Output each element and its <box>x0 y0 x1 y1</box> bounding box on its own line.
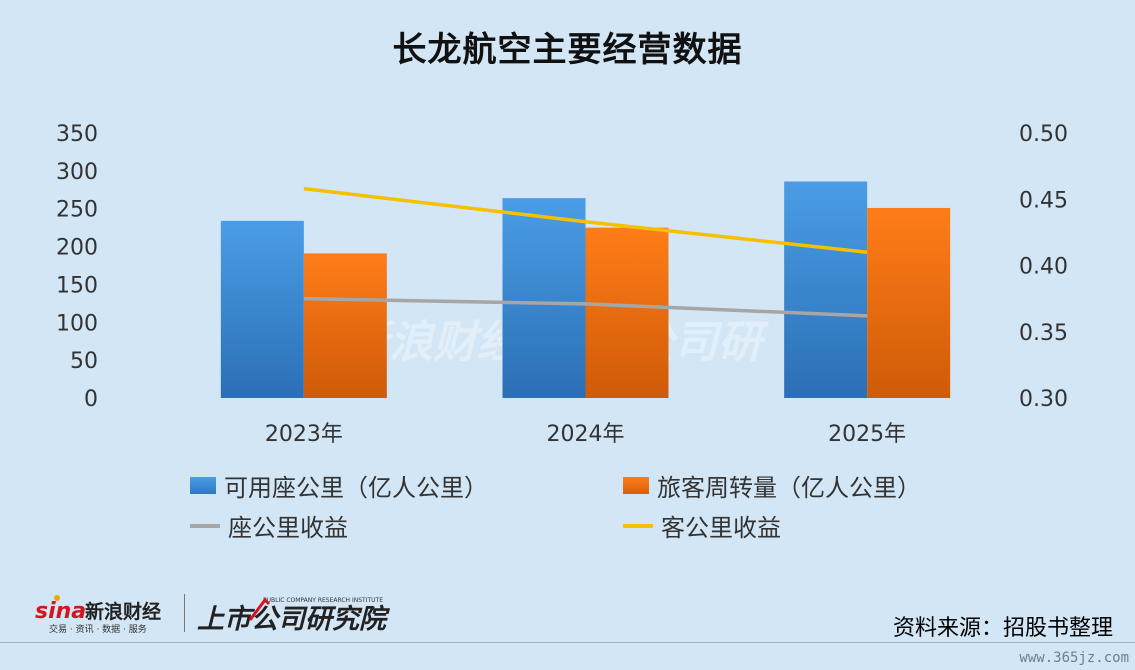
left-axis-tick-label: 150 <box>56 273 98 298</box>
right-axis-tick-label: 0.45 <box>1019 188 1068 213</box>
left-axis-tick-label: 50 <box>70 349 98 374</box>
sina-brand-text: 新浪财经 <box>85 600 161 623</box>
left-axis-tick-label: 300 <box>56 160 98 185</box>
legend-label: 旅客周转量（亿人公里） <box>657 474 921 502</box>
chart-svg: 0 50 100 150 200 250 300 350 0.30 0.35 0.40 0.45 0.5… <box>56 122 1068 447</box>
legend-swatch-yellow-line <box>623 523 653 528</box>
legend-label: 可用座公里（亿人公里） <box>224 474 488 502</box>
bar-passenger-km <box>303 253 387 398</box>
legend-item-passenger-yield: 客公里收益 <box>623 508 781 543</box>
right-axis-tick-label: 0.30 <box>1019 387 1068 412</box>
svg-text:sina: sina <box>35 599 86 624</box>
right-axis-tick-label: 0.35 <box>1019 321 1068 346</box>
footer-divider <box>0 642 1135 643</box>
bar-seat-km <box>784 181 868 398</box>
legend-label: 客公里收益 <box>661 514 781 542</box>
left-axis-tick-label: 100 <box>56 311 98 336</box>
right-axis-tick-label: 0.50 <box>1019 122 1068 147</box>
bar-seat-km <box>220 220 304 398</box>
legend-swatch-orange <box>623 477 649 494</box>
legend-label: 座公里收益 <box>228 514 348 542</box>
right-axis-tick-label: 0.40 <box>1019 255 1068 280</box>
legend-item-seat-yield: 座公里收益 <box>190 508 348 543</box>
bar-passenger-km <box>867 207 951 398</box>
research-institute-logo: PUBLIC COMPANY RESEARCH INSTITUTE 上市公司研究… <box>195 592 405 640</box>
ssgs-tagline: PUBLIC COMPANY RESEARCH INSTITUTE <box>263 597 383 604</box>
ssgs-brand-text: 上市公司研究院 <box>197 604 391 635</box>
site-watermark: www.365jz.com <box>1019 650 1129 666</box>
bar-passenger-km <box>585 227 669 398</box>
sina-tagline: 交易 · 资讯 · 数据 · 服务 <box>49 623 147 635</box>
x-axis-tick-label: 2024年 <box>547 422 625 447</box>
source-note: 资料来源：招股书整理 <box>892 616 1113 641</box>
legend-swatch-blue <box>190 477 216 494</box>
left-axis-tick-label: 250 <box>56 198 98 223</box>
left-axis-tick-label: 0 <box>84 387 98 412</box>
legend-swatch-gray-line <box>190 523 220 528</box>
left-axis-tick-label: 200 <box>56 236 98 261</box>
sina-finance-logo: sina 新浪财经 交易 · 资讯 · 数据 · 服务 <box>35 594 180 640</box>
x-axis-tick-label: 2025年 <box>828 422 906 447</box>
legend-item-seat-km: 可用座公里（亿人公里） <box>190 468 488 503</box>
chart-title: 长龙航空主要经营数据 <box>392 30 743 70</box>
left-axis-tick-label: 350 <box>56 122 98 147</box>
legend-item-passenger-km: 旅客周转量（亿人公里） <box>623 468 921 503</box>
x-axis-tick-label: 2023年 <box>265 422 343 447</box>
bar-seat-km <box>502 198 586 398</box>
logo-divider <box>184 594 185 632</box>
